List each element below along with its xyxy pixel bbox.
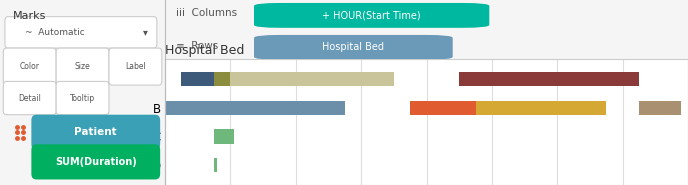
Text: ~  Automatic: ~ Automatic	[25, 28, 85, 37]
Bar	[214, 158, 217, 172]
FancyBboxPatch shape	[32, 144, 160, 179]
FancyBboxPatch shape	[56, 48, 109, 85]
Bar	[475, 101, 606, 115]
Bar	[182, 72, 214, 86]
Bar	[214, 72, 230, 86]
Text: ▾: ▾	[143, 27, 148, 37]
FancyBboxPatch shape	[109, 48, 162, 85]
Text: Marks: Marks	[13, 11, 47, 21]
Text: Size: Size	[75, 62, 90, 71]
Bar	[230, 72, 394, 86]
Text: SUM(Duration): SUM(Duration)	[55, 157, 137, 167]
Bar	[639, 101, 681, 115]
FancyBboxPatch shape	[3, 48, 56, 85]
Text: Patient: Patient	[74, 127, 117, 137]
FancyBboxPatch shape	[32, 115, 160, 150]
Text: iii  Columns: iii Columns	[175, 8, 237, 18]
FancyBboxPatch shape	[56, 81, 109, 115]
Text: Hospital Bed: Hospital Bed	[323, 42, 385, 52]
Text: Hospital Bed: Hospital Bed	[165, 44, 244, 57]
Bar	[410, 101, 475, 115]
Text: Label: Label	[125, 62, 146, 71]
FancyBboxPatch shape	[3, 81, 56, 115]
FancyBboxPatch shape	[254, 35, 453, 60]
Bar	[165, 101, 345, 115]
FancyBboxPatch shape	[254, 3, 489, 28]
Text: Tooltip: Tooltip	[70, 94, 95, 102]
Bar	[214, 129, 234, 144]
Text: Detail: Detail	[19, 94, 41, 102]
FancyBboxPatch shape	[5, 17, 157, 48]
Text: Color: Color	[20, 62, 40, 71]
Bar	[459, 72, 639, 86]
Text: ≡  Rows: ≡ Rows	[175, 41, 218, 51]
Text: + HOUR(Start Time): + HOUR(Start Time)	[323, 10, 421, 20]
